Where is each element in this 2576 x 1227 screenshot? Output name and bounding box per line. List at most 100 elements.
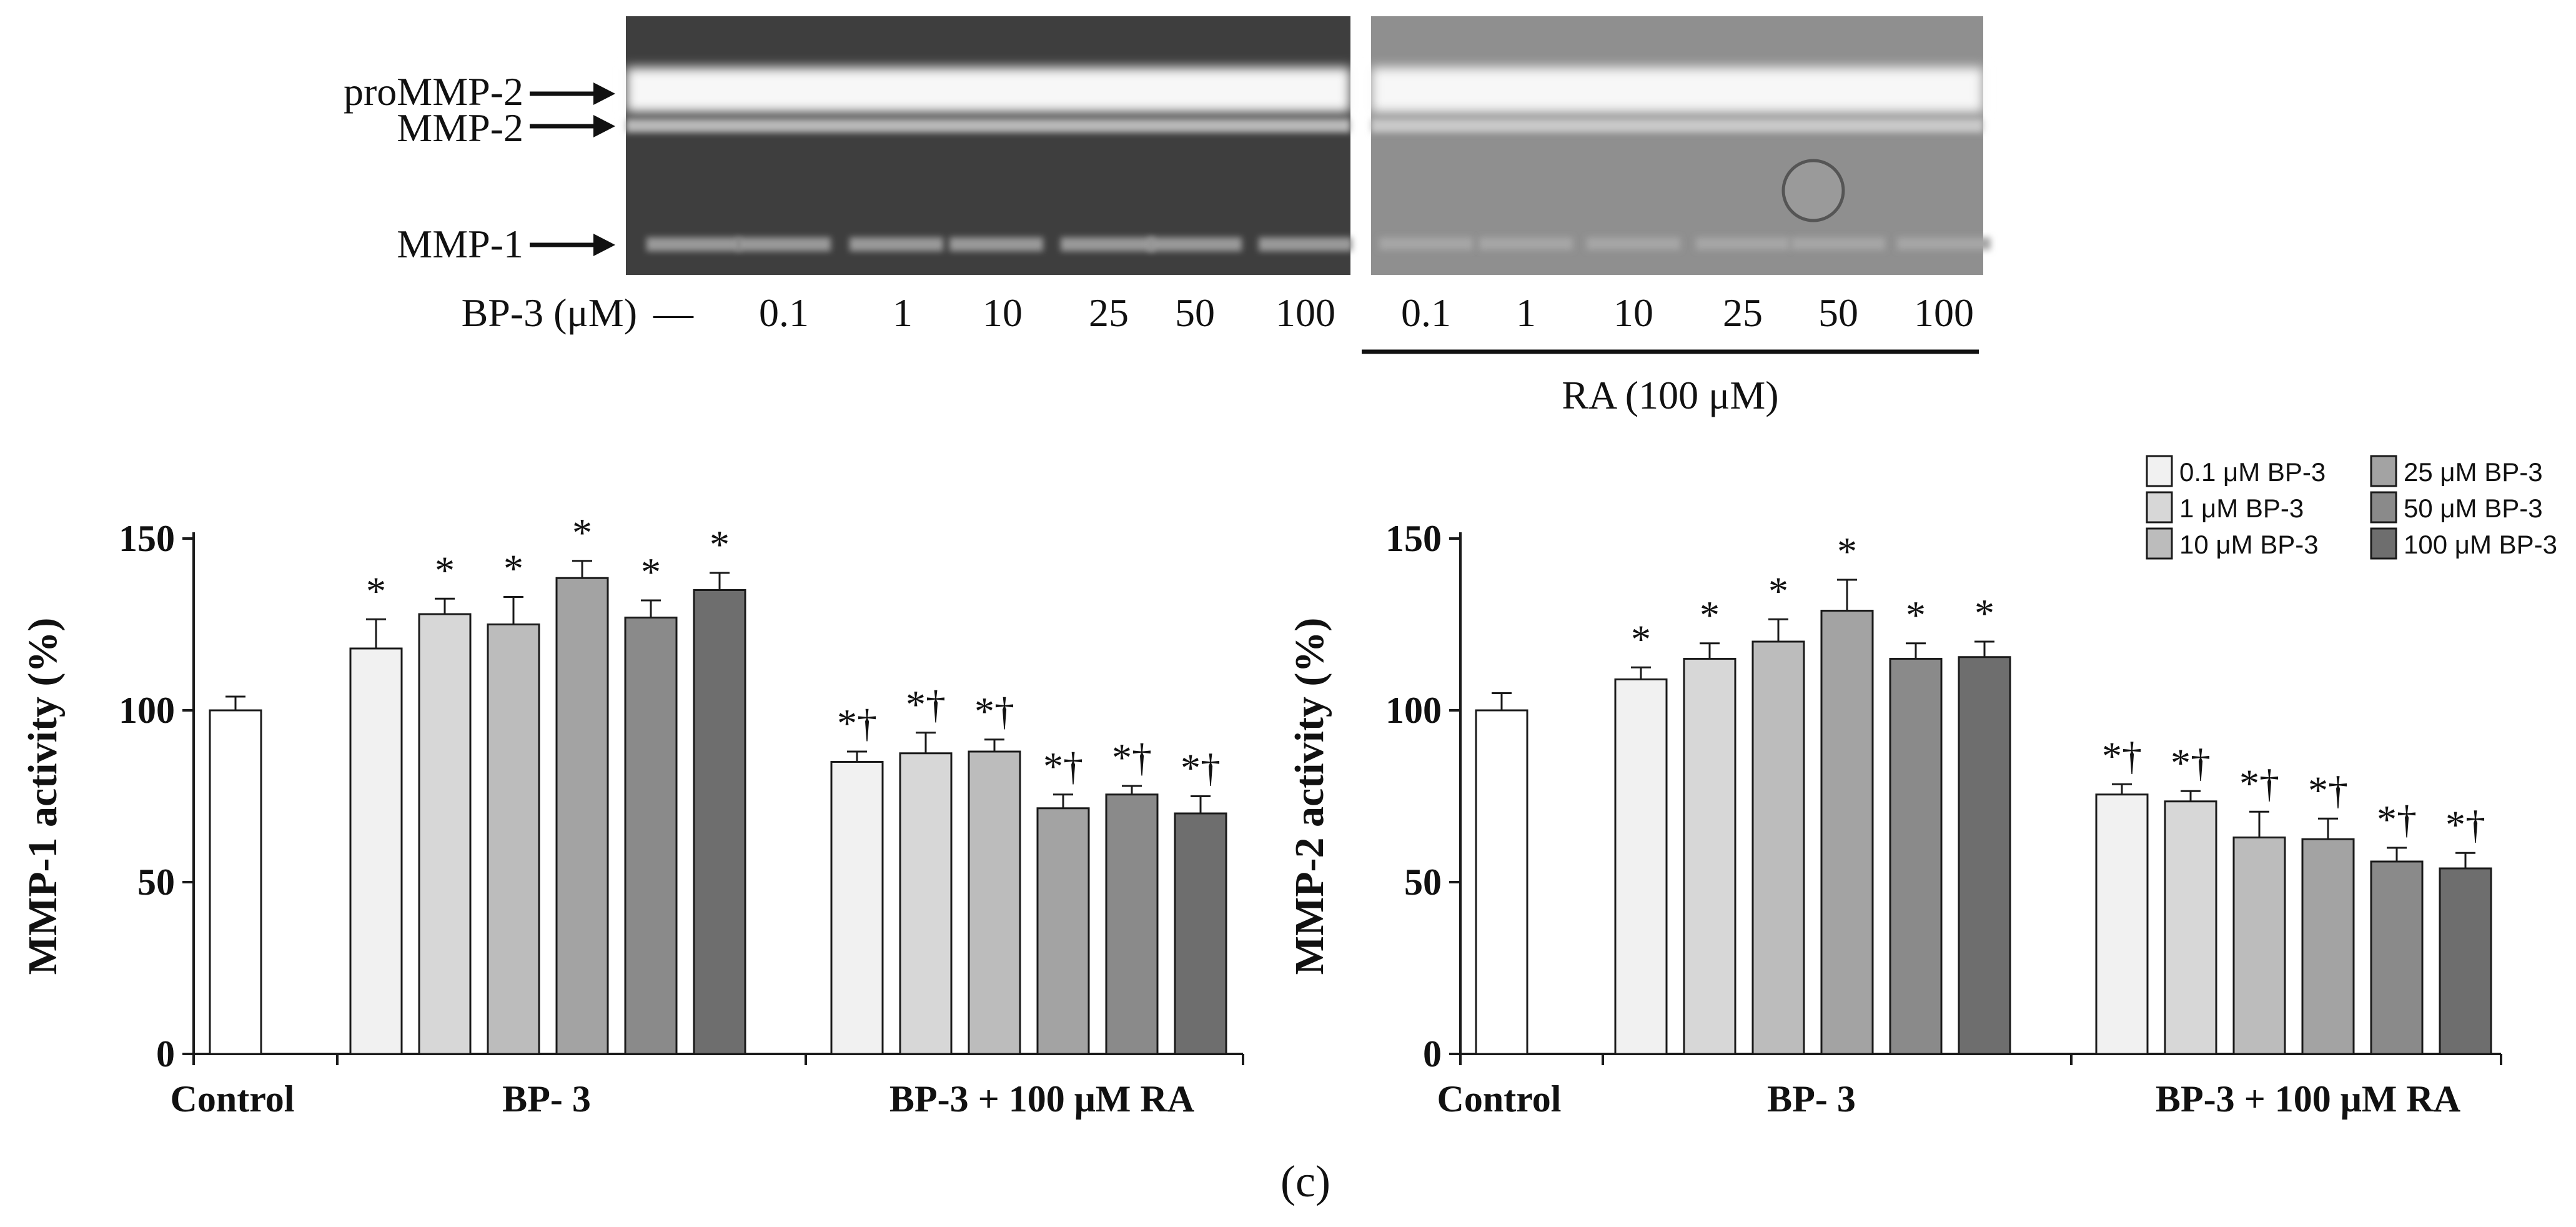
legend-swatch	[2146, 455, 2173, 487]
x-group-label: BP-3 + 100 μM RA	[2156, 1078, 2460, 1120]
band-mmp1-lane	[1696, 237, 1790, 250]
gel-divider	[1350, 16, 1371, 275]
bar	[1036, 807, 1090, 1055]
legend-label: 100 μM BP-3	[2404, 530, 2557, 559]
legend-label: 0.1 μM BP-3	[2179, 457, 2326, 487]
arrow-mmp2	[530, 115, 615, 137]
dose-label: —	[653, 291, 694, 335]
band-mmp1-lane	[1061, 237, 1154, 251]
dose-label-ra: 25	[1723, 291, 1763, 335]
bar	[418, 613, 472, 1055]
panel-caption: (c)	[1281, 1156, 1330, 1206]
bar	[1751, 640, 1805, 1055]
significance-mark: *	[503, 547, 523, 591]
dose-label-ra: 50	[1818, 291, 1858, 335]
bar	[2439, 867, 2492, 1055]
band-mmp1-lane	[646, 237, 740, 251]
band-mmp1-lane	[737, 237, 831, 251]
gel-bubble-artifact	[1781, 159, 1845, 222]
dose-label: 25	[1089, 291, 1129, 335]
y-tick-label: 150	[119, 518, 175, 559]
significance-mark: *	[1700, 593, 1720, 637]
bar	[624, 617, 678, 1055]
dose-label: 100	[1276, 291, 1335, 335]
dose-label-ra: 10	[1613, 291, 1653, 335]
bar	[1683, 658, 1736, 1055]
mmp1-activity-chart: 0 50 100 150 MMP-1 activity (%) Control BP- 3 B…	[20, 510, 1244, 1120]
significance-mark: *	[572, 510, 592, 555]
significance-mark: *	[366, 569, 386, 613]
band-mmp2-right	[1371, 119, 1983, 132]
label-mmp2: MMP-2	[397, 106, 523, 150]
band-mmp1-lane	[1479, 237, 1573, 250]
legend-swatch	[2146, 527, 2173, 560]
significance-mark: *†	[1112, 735, 1152, 780]
dose-label-ra: 100	[1914, 291, 1974, 335]
significance-mark: *†	[2102, 733, 2142, 778]
bar	[968, 750, 1021, 1055]
y-tick-label: 100	[119, 690, 175, 731]
significance-mark: *	[1768, 569, 1788, 613]
label-pro-mmp2: proMMP-2	[344, 69, 523, 114]
band-mmp1-lane	[850, 237, 943, 251]
band-mmp1-lane	[1897, 237, 1991, 250]
bar	[2370, 860, 2424, 1055]
significance-mark: *	[1631, 617, 1651, 661]
band-mmp1-lane	[949, 237, 1043, 251]
y-tick-label: 150	[1385, 518, 1442, 559]
bar	[1105, 793, 1159, 1055]
significance-mark: *†	[2239, 761, 2279, 805]
legend-label: 25 μM BP-3	[2404, 457, 2543, 487]
significance-mark: *	[1974, 591, 1994, 635]
bar	[487, 623, 540, 1055]
legend-swatch	[2146, 491, 2173, 524]
arrow-mmp1	[530, 234, 615, 256]
y-axis-label: MMP-1 activity (%)	[20, 618, 66, 975]
significance-mark: *†	[2171, 740, 2211, 785]
bar	[1958, 656, 2011, 1055]
bar	[2301, 838, 2355, 1055]
significance-mark: *†	[1181, 746, 1221, 790]
legend-swatch	[2370, 455, 2397, 487]
gel-image-left	[626, 16, 1350, 275]
bar	[209, 709, 262, 1055]
arrow-pro-mmp2	[530, 82, 615, 105]
bar	[2095, 793, 2149, 1055]
band-mmp2-left	[626, 119, 1350, 132]
significance-mark: *	[1906, 593, 1926, 637]
significance-mark: *	[435, 548, 455, 592]
significance-mark: *	[710, 522, 730, 567]
dose-label: 10	[983, 291, 1023, 335]
significance-mark: *†	[1043, 744, 1083, 788]
bar	[2232, 837, 2286, 1055]
x-group-label: Control	[171, 1078, 295, 1120]
significance-mark: *†	[837, 701, 877, 745]
dose-label: 50	[1175, 291, 1215, 335]
bar	[1820, 610, 1874, 1055]
dose-label-ra: 1	[1516, 291, 1536, 335]
legend-swatch	[2370, 527, 2397, 560]
gel-image-right	[1371, 16, 1983, 275]
mmp2-activity-chart: 0 50 100 150 MMP-2 activity (%) Control BP- 3 B…	[1287, 518, 2502, 1120]
y-tick-label: 100	[1385, 690, 1442, 731]
bar	[555, 577, 609, 1055]
x-group-label: Control	[1437, 1078, 1562, 1120]
zymography-gel: proMMP-2 MMP-2 MMP-1 BP-3 (μM) — 0.1 1 10 25…	[344, 16, 1991, 417]
significance-mark: *†	[2308, 768, 2348, 812]
legend: 0.1 μM BP-3 1 μM BP-3 10 μM BP-3 25 μM BP-3…	[2146, 455, 2557, 560]
x-group-label: BP- 3	[502, 1078, 591, 1120]
bar	[899, 752, 953, 1055]
dose-label: 1	[893, 291, 913, 335]
bar	[830, 761, 884, 1055]
legend-label: 1 μM BP-3	[2179, 494, 2304, 523]
legend-label: 50 μM BP-3	[2404, 494, 2543, 523]
y-tick-label: 50	[1404, 862, 1442, 903]
label-mmp1: MMP-1	[397, 222, 523, 266]
band-mmp1-lane	[1587, 237, 1680, 250]
x-group-label: BP- 3	[1767, 1078, 1856, 1120]
bar	[1475, 709, 1528, 1055]
y-tick-label: 50	[137, 862, 175, 903]
dose-label: 0.1	[759, 291, 809, 335]
dose-axis-label: BP-3 (μM)	[462, 291, 637, 335]
